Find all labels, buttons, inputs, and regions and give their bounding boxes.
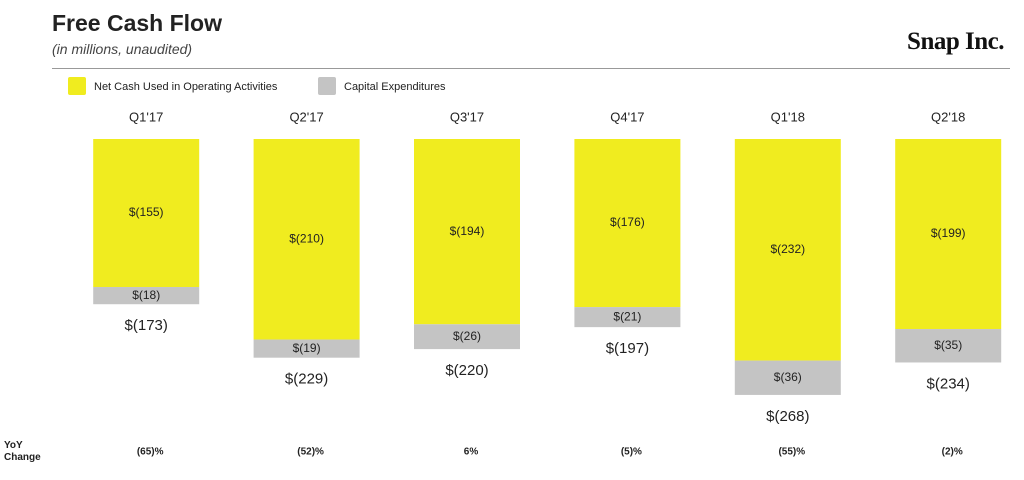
x-tick-label: Q3'17 <box>450 109 484 124</box>
value-label: $(155) <box>129 205 164 219</box>
value-label: $(18) <box>132 288 160 302</box>
value-label: $(19) <box>293 341 321 355</box>
value-label: $(36) <box>774 370 802 384</box>
yoy-value: (55)% <box>778 447 805 458</box>
value-label: $(35) <box>934 338 962 352</box>
yoy-label: YoY Change <box>4 440 41 463</box>
bar-segment <box>895 139 1002 330</box>
value-label: $(21) <box>613 309 641 323</box>
x-tick-label: Q2'17 <box>289 109 323 124</box>
value-label: $(199) <box>931 226 966 240</box>
bar-segment <box>414 324 520 350</box>
bar-segment <box>574 307 681 328</box>
bar-segment <box>574 139 681 308</box>
value-label: $(210) <box>289 231 324 245</box>
legend-label: Net Cash Used in Operating Activities <box>94 81 278 93</box>
x-tick-label: Q1'17 <box>129 109 163 124</box>
bar-segment <box>734 360 841 395</box>
value-label: $(232) <box>770 242 805 256</box>
chart-subtitle: (in millions, unaudited) <box>52 41 193 57</box>
bar-segment <box>414 139 520 325</box>
yoy-value: (65)% <box>137 447 164 458</box>
yoy-value: (2)% <box>942 447 963 458</box>
value-label: $(26) <box>453 329 481 343</box>
yoy-value: (5)% <box>621 447 642 458</box>
value-label: $(194) <box>450 224 485 238</box>
bar-segment <box>734 139 841 361</box>
x-tick-label: Q2'18 <box>931 109 965 124</box>
legend-swatch <box>318 77 336 95</box>
bar-segment <box>93 287 200 305</box>
yoy-value: (52)% <box>297 447 324 458</box>
value-label: $(176) <box>610 215 645 229</box>
x-tick-label: Q1'18 <box>771 109 805 124</box>
divider <box>52 68 1010 69</box>
total-label: $(229) <box>285 371 328 388</box>
x-tick-label: Q4'17 <box>610 109 644 124</box>
legend-label: Capital Expenditures <box>344 81 446 93</box>
yoy-value: 6% <box>464 447 479 458</box>
total-label: $(268) <box>766 408 809 425</box>
chart-title: Free Cash Flow <box>52 10 222 36</box>
total-label: $(173) <box>125 317 168 334</box>
brand-logo: Snap Inc. <box>907 28 1004 55</box>
bar-segment <box>93 139 200 288</box>
total-label: $(234) <box>927 375 970 392</box>
bar-segment <box>253 139 360 340</box>
bar-segment <box>895 329 1002 363</box>
bar-segment <box>253 339 360 358</box>
total-label: $(220) <box>445 362 488 379</box>
total-label: $(197) <box>606 340 649 357</box>
legend-swatch <box>68 77 86 95</box>
